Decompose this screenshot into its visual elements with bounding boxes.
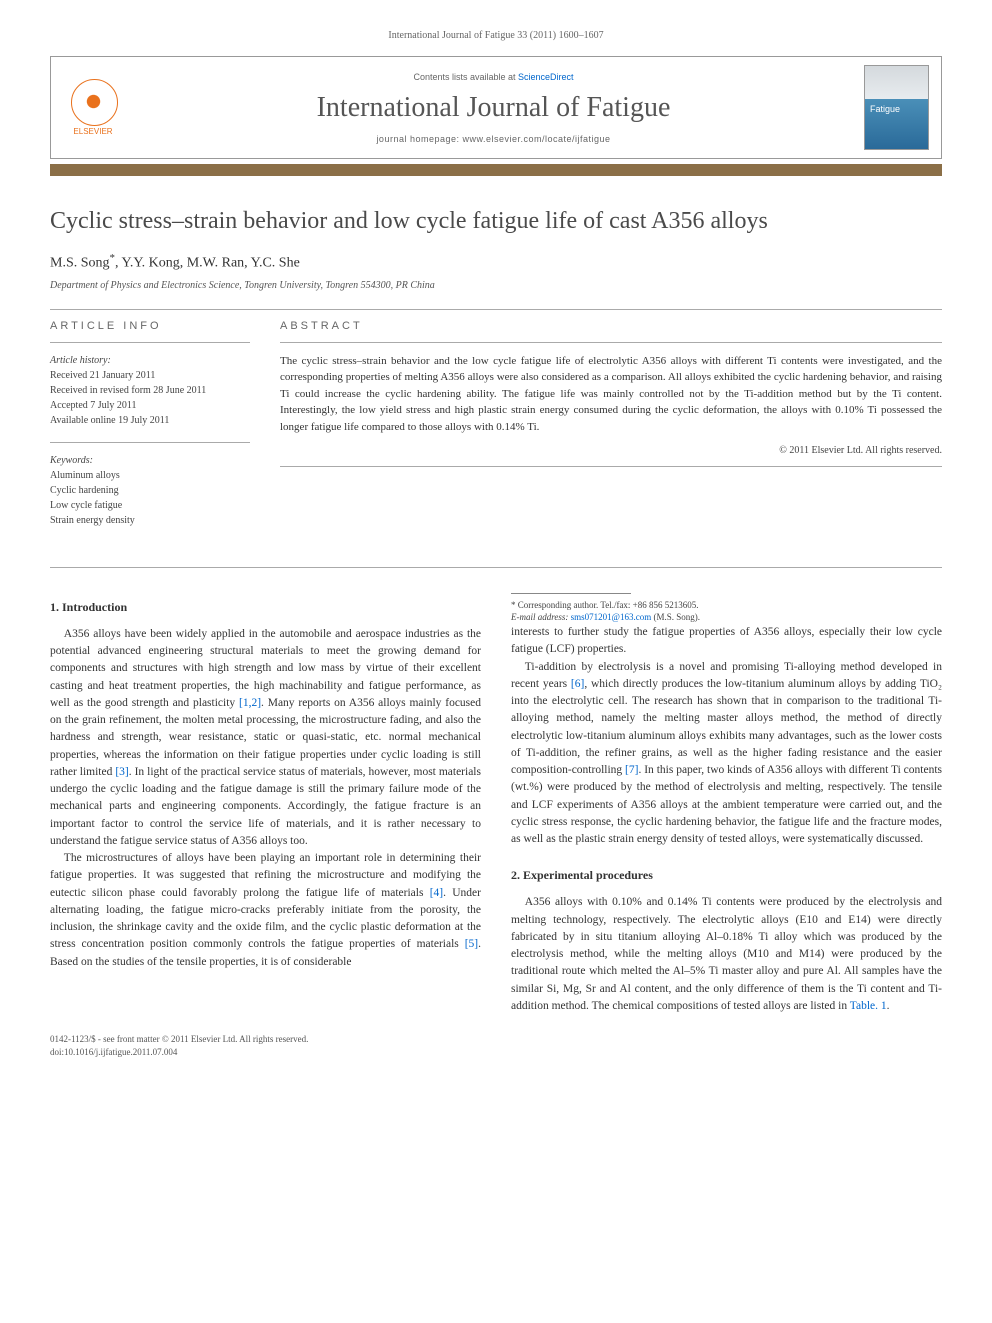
divider <box>50 309 942 310</box>
history-line: Available online 19 July 2011 <box>50 413 250 428</box>
footer-metadata: 0142-1123/$ - see front matter © 2011 El… <box>50 1033 942 1058</box>
section-heading-intro: 1. Introduction <box>50 598 481 616</box>
body-text: A356 alloys with 0.10% and 0.14% Ti cont… <box>511 896 942 1012</box>
section-heading-experimental: 2. Experimental procedures <box>511 866 942 884</box>
abstract-label: ABSTRACT <box>280 320 942 332</box>
citation-link[interactable]: [3] <box>115 766 128 778</box>
journal-reference: International Journal of Fatigue 33 (201… <box>50 30 942 41</box>
body-paragraph: interests to further study the fatigue p… <box>511 624 942 659</box>
article-title: Cyclic stress–strain behavior and low cy… <box>50 206 942 237</box>
sciencedirect-link[interactable]: ScienceDirect <box>518 72 574 82</box>
affiliation: Department of Physics and Electronics Sc… <box>50 280 942 291</box>
author-main[interactable]: M.S. Song <box>50 256 110 271</box>
footnote-line: E-mail address: sms071201@163.com (M.S. … <box>511 611 942 624</box>
elsevier-tree-icon <box>71 79 116 124</box>
body-paragraph: Ti-addition by electrolysis is a novel a… <box>511 659 942 849</box>
body-text: . <box>887 1000 890 1012</box>
copyright-line: © 2011 Elsevier Ltd. All rights reserved… <box>280 445 942 456</box>
keywords-header: Keywords: <box>50 453 250 468</box>
journal-header-box: ELSEVIER Contents lists available at Sci… <box>50 56 942 159</box>
divider <box>50 567 942 568</box>
citation-link[interactable]: [7] <box>625 764 638 776</box>
history-header: Article history: <box>50 353 250 368</box>
journal-name: International Journal of Fatigue <box>123 92 864 124</box>
email-label: E-mail address: <box>511 612 571 622</box>
elsevier-label: ELSEVIER <box>73 127 112 136</box>
body-paragraph: The microstructures of alloys have been … <box>50 850 481 971</box>
keyword: Strain energy density <box>50 513 250 528</box>
article-history-block: Article history: Received 21 January 201… <box>50 353 250 428</box>
homepage-line: journal homepage: www.elsevier.com/locat… <box>123 134 864 144</box>
citation-link[interactable]: [6] <box>571 678 584 690</box>
keywords-block: Keywords: Aluminum alloys Cyclic hardeni… <box>50 453 250 528</box>
keyword: Cyclic hardening <box>50 483 250 498</box>
doi-line: doi:10.1016/j.ijfatigue.2011.07.004 <box>50 1046 942 1059</box>
divider <box>280 466 942 467</box>
homepage-prefix: journal homepage: <box>376 134 462 144</box>
table-link[interactable]: Table. 1 <box>850 1000 887 1012</box>
article-info-label: ARTICLE INFO <box>50 320 250 332</box>
divider <box>50 442 250 443</box>
body-text: . In this paper, two kinds of A356 alloy… <box>511 764 942 845</box>
keyword: Low cycle fatigue <box>50 498 250 513</box>
body-paragraph: A356 alloys have been widely applied in … <box>50 626 481 850</box>
contents-available-line: Contents lists available at ScienceDirec… <box>123 72 864 82</box>
abstract-column: ABSTRACT The cyclic stress–strain behavi… <box>280 320 942 542</box>
citation-link[interactable]: [1,2] <box>239 697 261 709</box>
article-info-column: ARTICLE INFO Article history: Received 2… <box>50 320 250 542</box>
body-text: The microstructures of alloys have been … <box>50 852 481 899</box>
corresponding-footnote: * Corresponding author. Tel./fax: +86 85… <box>511 599 942 624</box>
citation-link[interactable]: [4] <box>430 887 443 899</box>
author-others: , Y.Y. Kong, M.W. Ran, Y.C. She <box>115 256 300 271</box>
article-body: 1. Introduction A356 alloys have been wi… <box>50 593 942 1015</box>
divider <box>50 342 250 343</box>
header-divider-bar <box>50 164 942 176</box>
history-line: Received in revised form 28 June 2011 <box>50 383 250 398</box>
body-paragraph: A356 alloys with 0.10% and 0.14% Ti cont… <box>511 894 942 1015</box>
history-line: Received 21 January 2011 <box>50 368 250 383</box>
elsevier-logo[interactable]: ELSEVIER <box>63 73 123 143</box>
citation-link[interactable]: [5] <box>465 938 478 950</box>
history-line: Accepted 7 July 2011 <box>50 398 250 413</box>
footnote-line: * Corresponding author. Tel./fax: +86 85… <box>511 599 942 612</box>
email-link[interactable]: sms071201@163.com <box>571 612 652 622</box>
abstract-text: The cyclic stress–strain behavior and th… <box>280 353 942 436</box>
footnote-separator <box>511 593 631 594</box>
contents-prefix: Contents lists available at <box>413 72 518 82</box>
author-list: M.S. Song*, Y.Y. Kong, M.W. Ran, Y.C. Sh… <box>50 252 942 272</box>
homepage-url[interactable]: www.elsevier.com/locate/ijfatigue <box>463 134 611 144</box>
issn-line: 0142-1123/$ - see front matter © 2011 El… <box>50 1033 942 1046</box>
email-attr: (M.S. Song). <box>651 612 700 622</box>
body-text: interests to further study the fatigue p… <box>511 626 942 655</box>
keyword: Aluminum alloys <box>50 468 250 483</box>
body-text: , which directly produces the low-titani… <box>511 678 942 776</box>
journal-cover-thumbnail[interactable] <box>864 65 929 150</box>
divider <box>280 342 942 343</box>
